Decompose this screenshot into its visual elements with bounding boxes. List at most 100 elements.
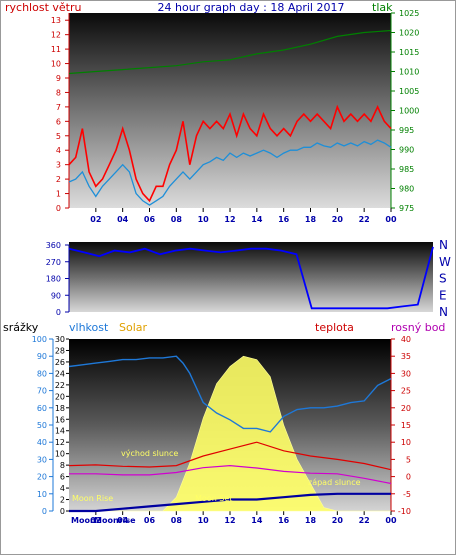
wind-tick-label: 11 (51, 45, 61, 54)
temp-tick-label: 15 (401, 421, 411, 430)
wind-tick-label: 5 (56, 132, 61, 141)
x-tick-label: 18 (305, 516, 317, 525)
wind-plot-area (69, 13, 391, 208)
temp-tick-label: -5 (403, 490, 411, 499)
wind-label: rychlost větru (5, 1, 81, 14)
solar-tick-label: 28 (55, 346, 65, 355)
x-tick-label: 00 (385, 516, 397, 525)
pressure-tick-label: 985 (399, 165, 414, 174)
solar-tick-label: 20 (55, 392, 65, 401)
humidity-tick-label: 10 (37, 490, 47, 499)
rain-line (69, 492, 391, 513)
direction-tick-label: 180 (46, 275, 61, 284)
x-tick-label: 10 (198, 215, 210, 224)
temperature-label: teplota (315, 321, 354, 334)
pressure-tick-label: 980 (399, 185, 414, 194)
humidity-tick-label: 40 (37, 438, 47, 447)
compass-label: S (439, 272, 447, 286)
wind-tick-label: 8 (56, 88, 61, 97)
temp-tick-label: 25 (401, 387, 411, 396)
pressure-line (68, 29, 392, 75)
temp-tick-label: 40 (401, 335, 411, 344)
temp-tick-label: 35 (401, 352, 411, 361)
x-tick-label: 12 (224, 516, 235, 525)
wind-avg-line (68, 139, 392, 206)
dewpoint-label: rosný bod (391, 321, 445, 334)
solar-label: Solar (119, 321, 148, 334)
temp-tick-label: 10 (401, 438, 411, 447)
direction-tick-label: 0 (56, 308, 61, 317)
solar-tick-label: 10 (55, 450, 65, 459)
pressure-label: tlak (372, 1, 393, 14)
x-tick-label: 12 (224, 215, 235, 224)
solar-tick-label: 22 (55, 381, 65, 390)
humidity-tick-label: 50 (37, 421, 47, 430)
wind-tick-label: 3 (56, 161, 61, 170)
direction-line (68, 246, 434, 310)
pressure-tick-label: 1005 (399, 87, 419, 96)
humidity-label: vlhkost (69, 321, 109, 334)
x-tick-label: 08 (171, 215, 183, 224)
x-tick-label: 04 (117, 516, 129, 525)
humidity-tick-label: 60 (37, 404, 47, 413)
wind-tick-label: 10 (51, 60, 61, 69)
direction-tick-label: 90 (51, 291, 61, 300)
wind-tick-label: 0 (56, 204, 61, 213)
humidity-tick-label: 30 (37, 455, 47, 464)
pressure-tick-label: 1000 (399, 107, 419, 116)
pressure-tick-label: 1020 (399, 29, 419, 38)
wind-tick-label: 7 (56, 103, 61, 112)
solar-area (69, 355, 391, 512)
x-tick-label: 20 (332, 215, 344, 224)
solar-tick-label: 2 (60, 496, 65, 505)
wind-gust-line (68, 104, 392, 203)
humidity-tick-label: 70 (37, 387, 47, 396)
temp-tick-label: 5 (406, 455, 411, 464)
x-tick-label: 02 (90, 516, 101, 525)
dewpoint-line (69, 464, 392, 485)
solar-tick-label: 26 (55, 358, 65, 367)
x-tick-label: 06 (144, 215, 156, 224)
temp-tick-label: 20 (401, 404, 411, 413)
pressure-tick-label: 1015 (399, 48, 419, 57)
x-tick-label: 06 (144, 516, 156, 525)
wind-tick-label: 2 (56, 175, 61, 184)
x-tick-label: 08 (171, 516, 183, 525)
humidity-tick-label: 20 (37, 473, 47, 482)
solar-tick-label: 14 (55, 427, 65, 436)
compass-label: E (439, 288, 447, 302)
x-tick-label: 00 (385, 215, 397, 224)
pressure-tick-label: 995 (399, 126, 414, 135)
compass-label: N (439, 305, 448, 319)
x-tick-label: 10 (198, 516, 210, 525)
temp-tick-label: 0 (406, 473, 411, 482)
direction-tick-label: 270 (46, 258, 61, 267)
humidity-tick-label: 100 (32, 335, 47, 344)
solar-tick-label: 18 (55, 404, 65, 413)
direction-tick-label: 360 (46, 241, 61, 250)
x-tick-label: 14 (251, 215, 263, 224)
solar-tick-label: 24 (55, 369, 65, 378)
humidity-tick-label: 90 (37, 352, 47, 361)
x-tick-label: 20 (332, 516, 344, 525)
solar-tick-label: 4 (60, 484, 65, 493)
x-tick-label: 14 (251, 516, 263, 525)
pressure-tick-label: 990 (399, 146, 414, 155)
moonrise-bottom-label: Moonrise (94, 516, 136, 525)
x-tick-label: 02 (90, 215, 101, 224)
wind-tick-label: 1 (56, 190, 61, 199)
solar-tick-label: 16 (55, 415, 65, 424)
rain-label: srážky (3, 321, 39, 334)
wind-tick-label: 12 (51, 31, 61, 40)
compass-label: N (439, 238, 448, 252)
temp-tick-label: -10 (398, 507, 411, 516)
moonset-label: Moon Set (195, 494, 232, 503)
solar-tick-label: 30 (55, 335, 65, 344)
pressure-tick-label: 975 (399, 204, 414, 213)
direction-plot-area (69, 242, 433, 312)
wind-tick-label: 6 (56, 117, 61, 126)
humidity-tick-label: 0 (42, 507, 47, 516)
wind-tick-label: 4 (56, 146, 61, 155)
